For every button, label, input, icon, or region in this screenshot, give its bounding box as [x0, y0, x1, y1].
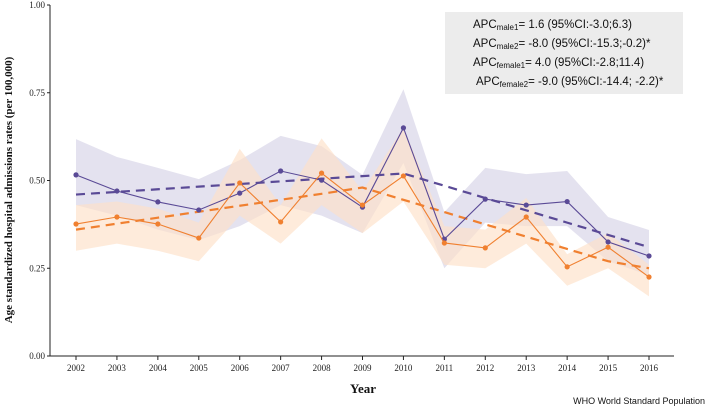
male-point — [564, 198, 570, 205]
male-point — [237, 190, 243, 196]
x-tick-label: 2015 — [599, 363, 618, 373]
male-point — [278, 168, 284, 174]
x-tick-label: 2002 — [67, 363, 85, 373]
female-point — [196, 235, 202, 241]
x-tick-label: 2004 — [149, 363, 168, 373]
female-point — [523, 214, 529, 220]
female-point — [605, 244, 611, 250]
y-tick-label: 0.50 — [29, 176, 45, 186]
y-tick-label: 0.25 — [29, 263, 45, 273]
y-tick-label: 0.75 — [29, 88, 45, 98]
apc-female2: APCfemale2= -9.0 (95%CI:-14.4; -2.2)* — [476, 76, 664, 89]
y-axis-title: Age standardized hospital admissions rat… — [3, 56, 15, 323]
male-point — [196, 207, 202, 213]
x-tick-label: 2008 — [313, 363, 332, 373]
male-point — [605, 239, 611, 245]
female-point — [73, 221, 79, 227]
male-point — [523, 202, 529, 208]
x-tick-label: 2010 — [394, 363, 413, 373]
x-tick-label: 2013 — [517, 363, 536, 373]
x-tick-label: 2014 — [558, 363, 577, 373]
x-tick-label: 2007 — [272, 363, 291, 373]
female-point — [646, 274, 652, 280]
x-tick-label: 2009 — [354, 363, 373, 373]
male-point — [646, 253, 652, 259]
female-point — [400, 173, 407, 179]
female-point — [441, 240, 447, 246]
y-tick-label: 1.00 — [29, 0, 45, 10]
female-ci-band — [76, 127, 649, 297]
x-tick-label: 2005 — [190, 363, 209, 373]
female-point — [359, 202, 366, 208]
x-tick-label: 2016 — [640, 363, 659, 373]
x-tick-label: 2006 — [231, 363, 250, 373]
apc-female1: APCfemale1= 4.0 (95%CI:-2.8;11.4) — [473, 57, 645, 70]
female-point — [278, 219, 284, 225]
footnote: WHO World Standard Population — [573, 396, 705, 406]
apc-annotation-box: APCmale1= 1.6 (95%CI:-3.0;6.3) APCmale2=… — [445, 12, 683, 94]
female-trend-line — [75, 186, 650, 270]
female-point — [155, 221, 161, 227]
y-tick-label: 0.00 — [29, 351, 45, 361]
x-tick-label: 2011 — [436, 363, 454, 373]
male-trend-line — [75, 172, 650, 249]
x-axis-title: Year — [350, 381, 376, 396]
male-point — [114, 188, 120, 194]
female-point — [114, 214, 120, 220]
male-point — [482, 196, 488, 202]
male-point — [400, 125, 407, 131]
female-point — [318, 170, 325, 176]
male-point — [155, 199, 161, 205]
x-tick-label: 2012 — [476, 363, 494, 373]
female-point — [237, 180, 243, 186]
apc-male2: APCmale2= -8.0 (95%CI:-15.3;-0.2)* — [473, 38, 651, 51]
male-point — [73, 172, 79, 178]
female-point — [482, 245, 488, 251]
male-point — [318, 177, 325, 183]
apc-male1: APCmale1= 1.6 (95%CI:-3.0;6.3) — [473, 19, 632, 32]
female-point — [564, 264, 570, 270]
x-tick-label: 2003 — [108, 363, 127, 373]
